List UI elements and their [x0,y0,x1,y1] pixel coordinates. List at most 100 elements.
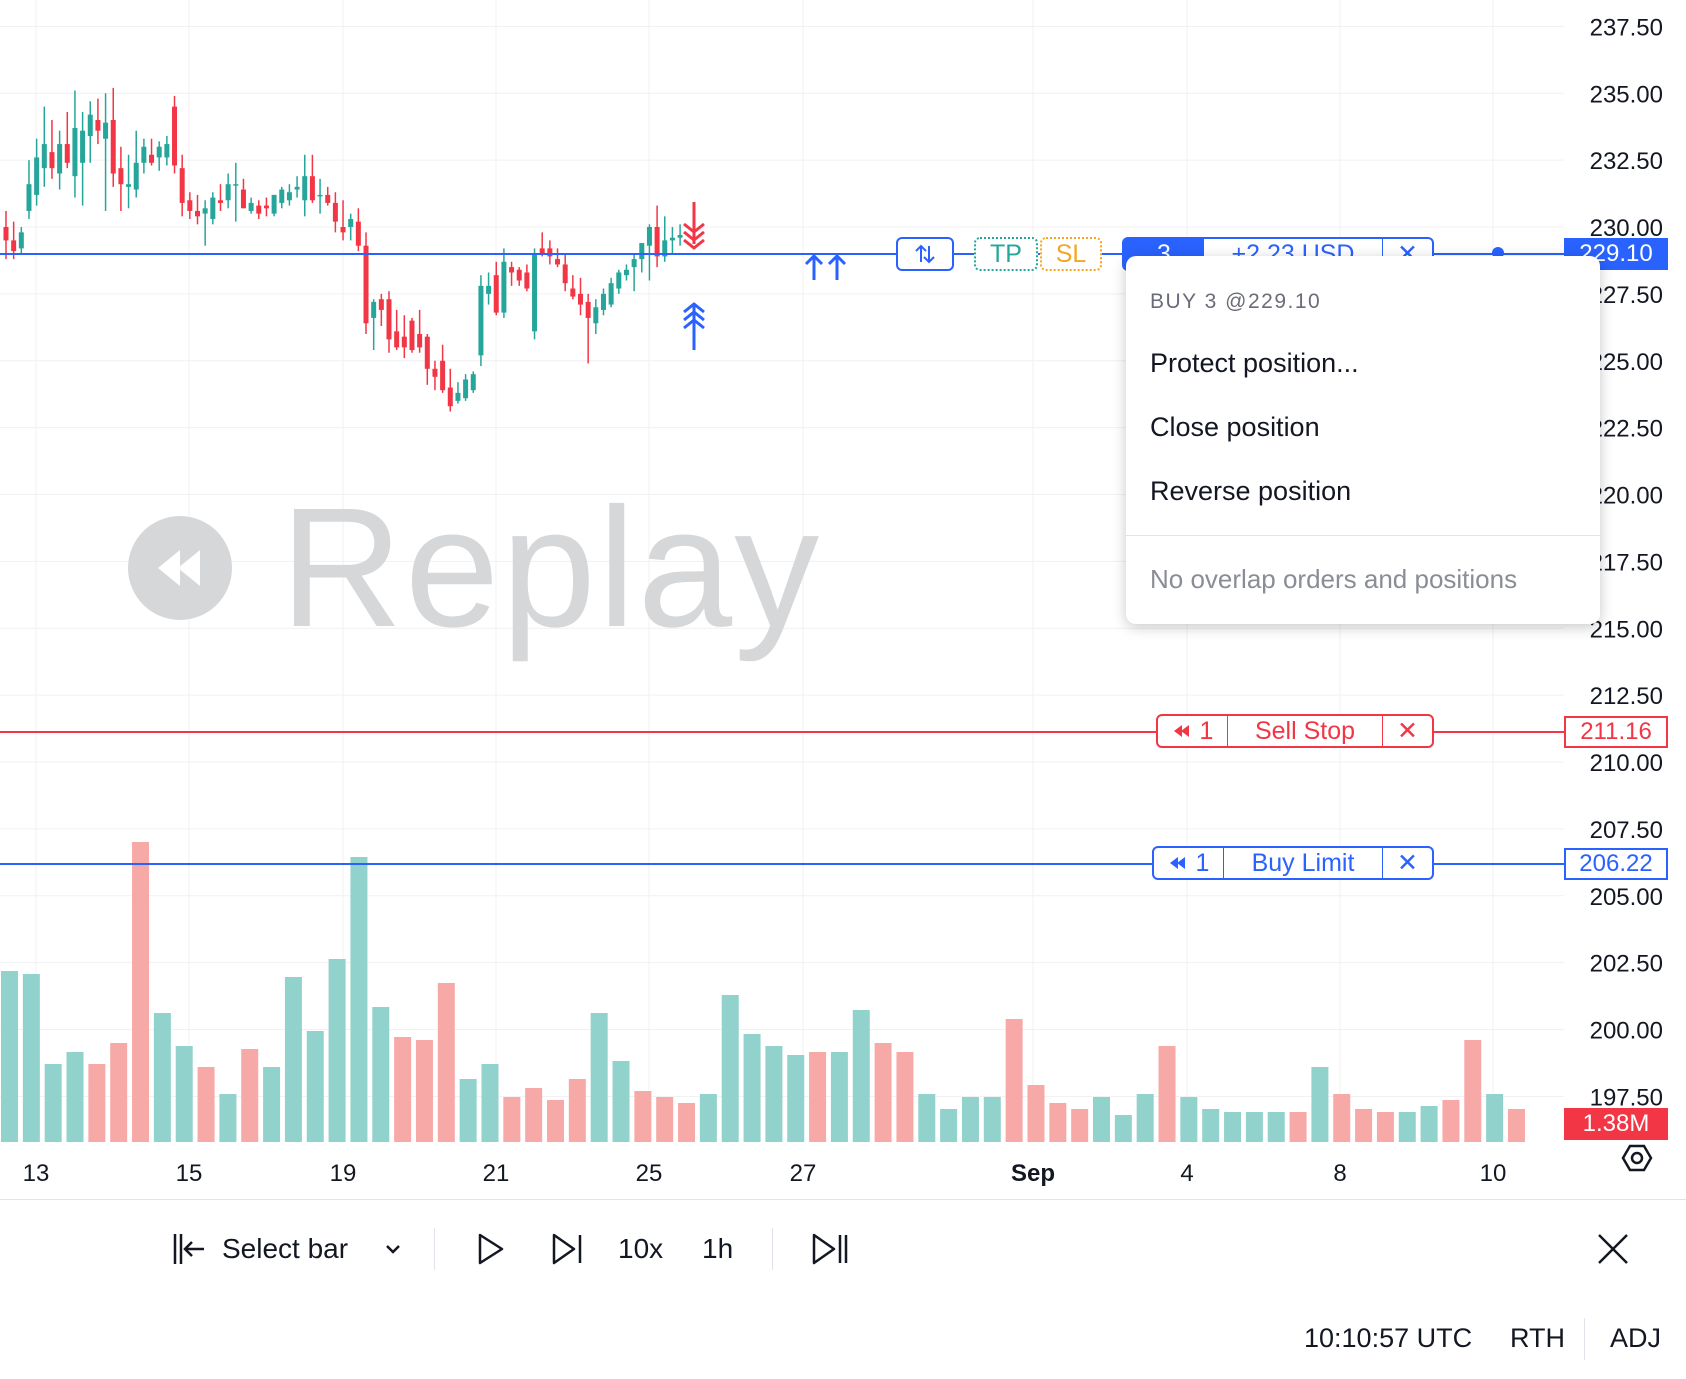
gear-icon [1621,1144,1653,1172]
protect-position-item[interactable]: Protect position... [1150,348,1359,378]
volume-bar [1027,1085,1045,1142]
candle [600,288,606,316]
price-tick-label: 197.50 [1590,1084,1663,1111]
candle [187,192,193,219]
play-button[interactable] [474,1200,506,1298]
volume-bar [743,1034,761,1142]
candle [325,186,331,206]
speed-button[interactable]: 10x [618,1200,663,1298]
volume-bar [590,1013,608,1142]
cancel-sell-stop-button[interactable]: ✕ [1382,716,1432,746]
buy-limit-order-tag[interactable]: 1 Buy Limit ✕ [1152,846,1434,880]
buy-limit-label: Buy Limit [1224,848,1382,878]
volume-bar [852,1010,870,1142]
sell-stop-order-tag[interactable]: 1 Sell Stop ✕ [1156,714,1434,748]
volume-bar [699,1094,717,1142]
candle [447,368,453,412]
candle [80,111,86,206]
adjustment-button[interactable]: ADJ [1610,1298,1661,1379]
candle [532,248,538,340]
select-bar-dropdown[interactable] [382,1200,404,1298]
volume-bar [459,1079,477,1142]
session-button[interactable]: RTH [1510,1298,1565,1379]
candle [616,269,622,294]
session-value: RTH [1510,1323,1566,1353]
buy-limit-price-value: 206.22 [1579,850,1653,877]
exit-replay-button[interactable] [1594,1200,1632,1298]
date-tick-label: 10 [1480,1160,1507,1187]
utc-clock[interactable]: 10:10:57 UTC [1304,1298,1472,1379]
select-bar-button[interactable]: Select bar [170,1200,348,1298]
volume-bar [284,977,302,1142]
volume-bar [1507,1109,1525,1142]
candle [118,146,124,211]
volume-bar [721,995,739,1142]
reverse-position-item[interactable]: Reverse position [1150,476,1352,506]
candle [677,224,683,246]
volume-bar [415,1040,433,1142]
jump-to-realtime-button[interactable] [810,1200,850,1298]
volume-bar [110,1043,128,1142]
candle [49,120,55,179]
volume-bar [328,959,346,1142]
volume-bar [197,1067,215,1142]
candle [256,200,262,219]
price-tick-label: 200.00 [1590,1018,1663,1045]
price-axis[interactable]: 237.50 235.00 232.50 230.00 227.50 225.00 222.… [1590,14,1663,1111]
volume-bar [765,1046,783,1142]
candle [263,197,269,217]
volume-bar [612,1061,630,1142]
date-axis[interactable]: 13 15 19 21 25 27 Sep 4 8 10 [23,1160,1507,1187]
date-tick-label: 25 [636,1160,663,1187]
candle [271,194,277,217]
interval-button[interactable]: 1h [702,1200,733,1298]
sell-stop-qty-value: 1 [1199,716,1214,745]
date-tick-label: 13 [23,1160,50,1187]
chevron-down-icon [386,1245,400,1254]
candle [149,138,155,166]
reverse-position-button[interactable] [896,237,954,271]
candle [440,344,446,393]
sell-stop-label: Sell Stop [1228,716,1382,746]
candle [179,154,185,217]
cancel-buy-limit-button[interactable]: ✕ [1382,848,1432,878]
toolbar-divider [434,1228,435,1270]
volume-bar [1180,1097,1198,1142]
volume-bar [568,1079,586,1142]
speed-value: 10x [618,1233,664,1264]
volume-bar [896,1052,914,1142]
volume-bar [1224,1112,1242,1142]
step-forward-button[interactable] [550,1200,584,1298]
adjustment-value: ADJ [1610,1323,1662,1353]
chart-settings-button[interactable] [1621,1144,1653,1172]
take-profit-button[interactable]: TP [974,237,1038,271]
date-tick-label: 8 [1333,1160,1346,1187]
select-bar-icon [173,1234,204,1264]
candle [555,248,561,268]
candle [3,210,9,260]
volume-bar [1158,1046,1176,1142]
candle [654,205,660,268]
close-position-item[interactable]: Close position [1150,412,1320,442]
buy-execution-marker-icon [683,302,705,350]
candle [371,299,377,351]
price-tick-label: 212.50 [1590,683,1663,710]
price-chart[interactable]: 237.50 235.00 232.50 230.00 227.50 225.00 222.… [0,0,1686,1199]
candle [240,178,246,209]
volume-bar [132,842,150,1142]
candle [11,221,17,260]
candle [309,154,315,203]
volume-bar [1464,1040,1482,1142]
volume-bar [918,1094,936,1142]
price-tick-label: 235.00 [1590,81,1663,108]
sell-stop-price-tag: 211.16 [1564,716,1668,748]
candle [386,291,392,353]
price-tick-label: 220.00 [1590,483,1663,510]
date-tick-label: 21 [483,1160,510,1187]
candle [562,253,568,292]
sell-stop-text: Sell Stop [1254,716,1356,745]
stop-loss-button[interactable]: SL [1040,237,1102,271]
candle [493,261,499,316]
price-tick-label: 237.50 [1590,14,1663,41]
volume-bar [350,857,368,1142]
